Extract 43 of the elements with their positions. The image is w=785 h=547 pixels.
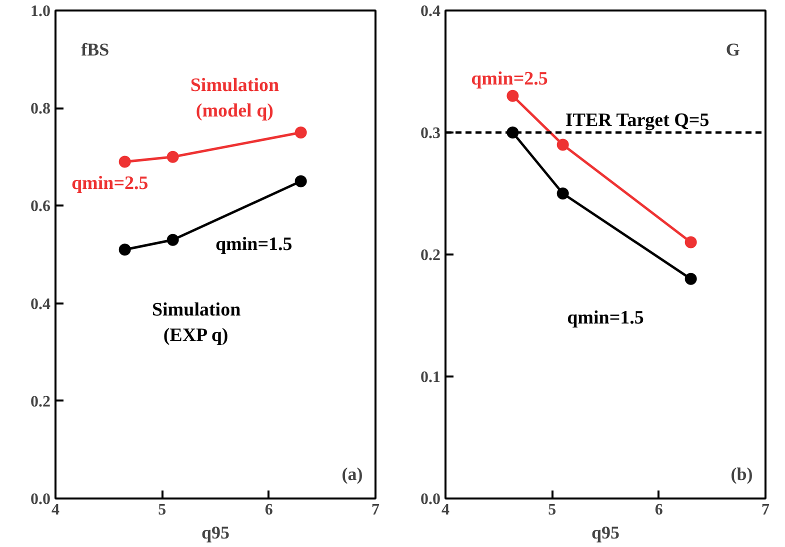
x-tick-label: 6 <box>654 502 663 518</box>
point <box>294 175 307 188</box>
point <box>294 126 307 138</box>
x-tick-label: 5 <box>548 502 556 518</box>
y-tick-label: 0.1 <box>420 369 440 386</box>
point <box>556 138 569 151</box>
y-tick-label: 1.0 <box>30 3 50 20</box>
x-tick-label: 7 <box>372 502 380 518</box>
point <box>506 90 519 102</box>
point <box>684 272 697 285</box>
series-label: qmin=2.5 <box>471 68 548 90</box>
y-tick-label: 0.3 <box>420 125 440 142</box>
y-tick-label: 0.4 <box>30 296 50 313</box>
y-tick-label: 0.0 <box>420 491 440 508</box>
y-axis-title: fBS <box>81 39 110 60</box>
annotation: Simulation (EXP q) <box>152 300 242 346</box>
x-tick-label: 7 <box>762 502 770 518</box>
y-tick-label: 0.4 <box>420 3 440 20</box>
point <box>118 244 131 256</box>
y-tick-label: 0.0 <box>30 491 50 508</box>
x-tick-label: 4 <box>442 502 450 518</box>
point <box>118 156 131 168</box>
point <box>556 188 569 200</box>
x-tick-label: 5 <box>158 502 166 518</box>
annotation: ITER Target Q=5 <box>565 110 710 131</box>
point <box>166 150 179 163</box>
y-tick-label: 0.2 <box>420 247 440 264</box>
annotation: Simulation (model q) <box>190 75 280 122</box>
point <box>684 236 697 248</box>
x-axis-title: q95 <box>591 522 620 542</box>
y-tick-label: 0.6 <box>30 198 50 216</box>
x-tick-label: 6 <box>264 502 273 518</box>
point <box>166 234 179 246</box>
series-label: qmin=1.5 <box>215 234 292 256</box>
y-tick-label: 0.8 <box>30 100 50 118</box>
y-axis-title: G <box>726 39 740 60</box>
y-tick-label: 0.2 <box>30 393 50 410</box>
x-tick-label: 4 <box>52 502 60 518</box>
series-label: qmin=2.5 <box>71 173 148 194</box>
annotation: (a) <box>342 464 363 484</box>
annotation: (b) <box>730 464 753 484</box>
text: qmin=1.5 <box>567 307 644 328</box>
x-axis-title: q95 <box>201 522 230 542</box>
